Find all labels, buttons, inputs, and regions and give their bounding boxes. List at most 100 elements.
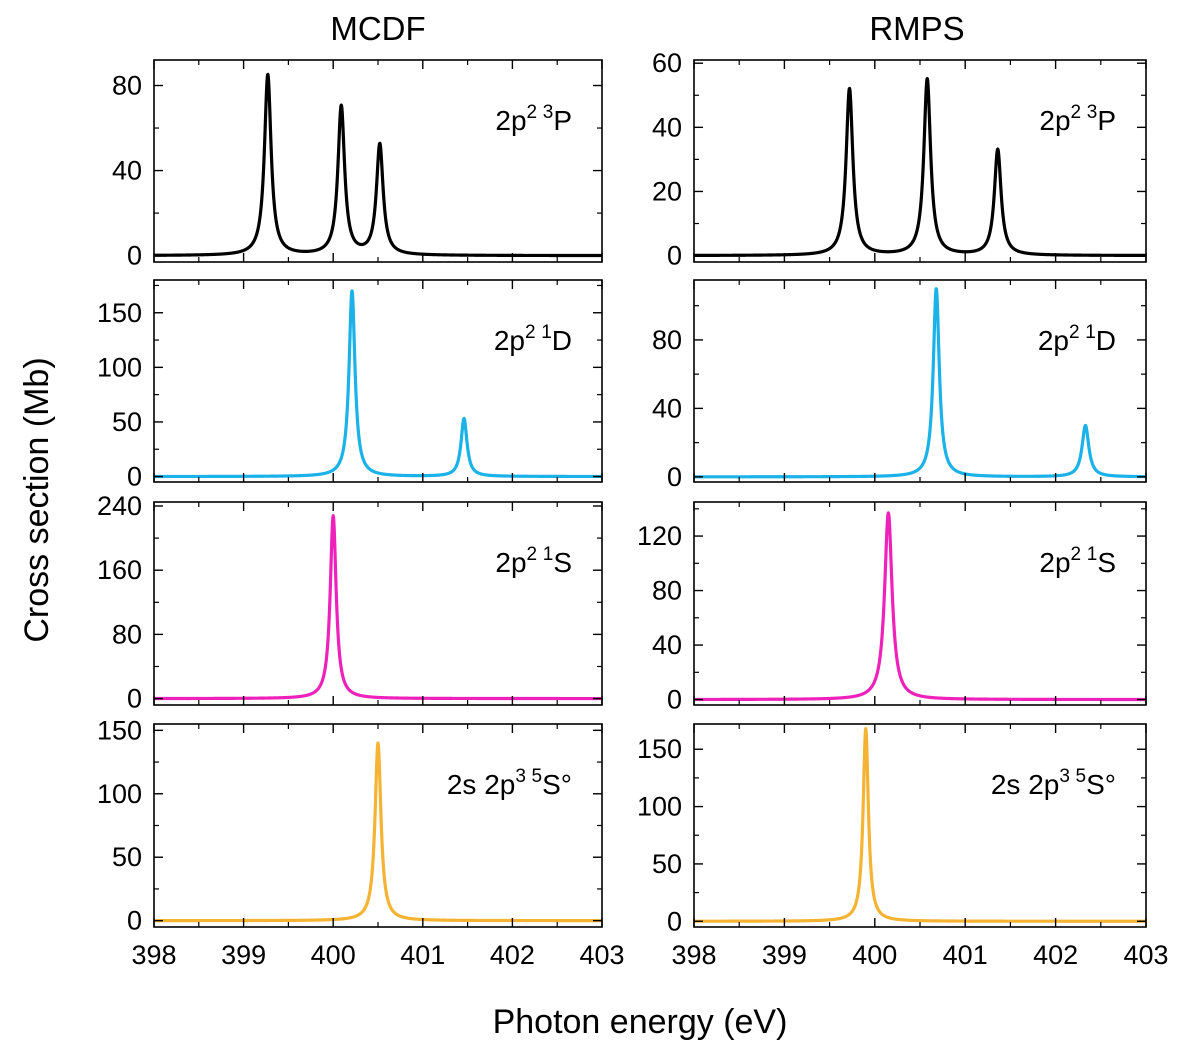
- term-label-part: 2p: [495, 105, 526, 136]
- y-tick-label: 40: [652, 630, 682, 660]
- term-label-part: 2p: [1039, 105, 1070, 136]
- term-label-part: 3: [543, 102, 554, 123]
- term-label: 2p2 1D: [1038, 322, 1116, 356]
- x-tick-label: 401: [400, 940, 445, 970]
- y-tick-label: 80: [652, 325, 682, 355]
- term-label-part: 1: [1087, 544, 1098, 565]
- term-label-part: 2: [525, 322, 536, 343]
- panel-rmps-3: 398 399 400 401 402 403 0 50 100 150 2s 2p3 5S°: [637, 723, 1169, 970]
- y-tick-label: 80: [652, 576, 682, 606]
- y-tick-label: 150: [97, 715, 142, 745]
- term-label-part: 2p: [1038, 325, 1069, 356]
- term-label: 2p2 1S: [1039, 544, 1116, 578]
- series-line: [692, 77, 1148, 258]
- term-label-part: P: [553, 105, 572, 136]
- y-tick-label: 50: [652, 849, 682, 879]
- series-line: [692, 511, 1148, 702]
- y-tick-label: 0: [667, 685, 682, 715]
- term-label-part: 3: [1059, 766, 1070, 787]
- term-label-part: 1: [541, 322, 552, 343]
- x-tick-label: 402: [490, 940, 535, 970]
- y-tick-label: 80: [112, 71, 142, 101]
- y-tick-label: 240: [97, 491, 142, 521]
- y-tick-label: 100: [97, 779, 142, 809]
- series-line: [152, 72, 604, 258]
- x-tick-label: 401: [943, 940, 988, 970]
- term-label-part: 2s 2p: [447, 769, 516, 800]
- term-label-part: 2s 2p: [991, 769, 1060, 800]
- x-tick-label: 402: [1033, 940, 1078, 970]
- plot-frame: [693, 279, 1147, 483]
- term-label: 2p2 3P: [1039, 102, 1116, 136]
- term-label-part: 3: [515, 766, 526, 787]
- panel-rmps-2: 0 40 80 120 2p2 1S: [637, 501, 1148, 715]
- panel-mcdf-3: 398 399 400 401 402 403 0 50 100 150 2s 2p3 5S°: [97, 715, 625, 970]
- y-tick-label: 40: [112, 156, 142, 186]
- series-line: [692, 726, 1148, 923]
- y-tick-label: 50: [112, 842, 142, 872]
- term-label-part: S°: [542, 769, 572, 800]
- series-line: [152, 741, 604, 923]
- y-tick-label: 0: [127, 906, 142, 936]
- term-label-part: 2: [1071, 102, 1082, 123]
- y-tick-label: 0: [127, 684, 142, 714]
- term-label-part: 2p: [1039, 547, 1070, 578]
- term-label-part: 3: [1087, 102, 1098, 123]
- series-line: [152, 514, 604, 701]
- term-label: 2p2 3P: [495, 102, 572, 136]
- y-axis-label: Cross section (Mb): [18, 357, 56, 642]
- y-tick-label: 40: [652, 112, 682, 142]
- x-axis-label: Photon energy (eV): [493, 1003, 788, 1041]
- y-tick-label: 0: [667, 462, 682, 492]
- x-tick-label: 398: [131, 940, 176, 970]
- x-tick-label: 399: [221, 940, 266, 970]
- plot-frame: [693, 59, 1147, 263]
- plot-frame: [693, 723, 1147, 928]
- y-tick-label: 50: [112, 407, 142, 437]
- term-label-part: S: [1097, 547, 1116, 578]
- term-label-part: 5: [1076, 766, 1087, 787]
- y-tick-label: 20: [652, 176, 682, 206]
- term-label-part: 5: [532, 766, 543, 787]
- y-tick-label: 120: [637, 521, 682, 551]
- term-label-part: P: [1097, 105, 1116, 136]
- x-tick-label: 399: [762, 940, 807, 970]
- x-tick-label: 403: [579, 940, 624, 970]
- term-label: 2s 2p3 5S°: [991, 766, 1116, 800]
- x-tick-label: 400: [852, 940, 897, 970]
- x-tick-label: 398: [671, 940, 716, 970]
- term-label-part: 2: [1071, 544, 1082, 565]
- term-label-part: 2: [527, 102, 538, 123]
- panel-mcdf-0: 0 40 80 2p2 3P: [112, 59, 604, 271]
- y-tick-label: 150: [637, 734, 682, 764]
- y-tick-label: 40: [652, 393, 682, 423]
- y-tick-label: 150: [97, 298, 142, 328]
- panel-rmps-0: 0 20 40 60 2p2 3P: [652, 48, 1148, 271]
- y-tick-label: 80: [112, 619, 142, 649]
- column-title-mcdf: MCDF: [330, 10, 425, 47]
- term-label-part: 2p: [495, 547, 526, 578]
- panel-rmps-1: 0 40 80 2p2 1D: [652, 279, 1148, 492]
- y-tick-label: 60: [652, 48, 682, 78]
- panel-mcdf-1: 0 50 100 150 2p2 1D: [97, 279, 604, 492]
- plot-frame: [153, 501, 603, 706]
- y-tick-label: 100: [97, 352, 142, 382]
- x-tick-label: 403: [1123, 940, 1168, 970]
- term-label-part: S°: [1086, 769, 1116, 800]
- term-label: 2p2 1D: [494, 322, 572, 356]
- y-tick-label: 0: [127, 462, 142, 492]
- term-label: 2p2 1S: [495, 544, 572, 578]
- plot-frame: [693, 501, 1147, 706]
- y-tick-label: 0: [127, 241, 142, 271]
- x-tick-label: 400: [311, 940, 356, 970]
- term-label-part: 1: [1085, 322, 1096, 343]
- term-label-part: 2: [527, 544, 538, 565]
- term-label-part: 1: [543, 544, 554, 565]
- term-label-part: S: [553, 547, 572, 578]
- y-tick-label: 160: [97, 555, 142, 585]
- term-label-part: 2p: [494, 325, 525, 356]
- term-label-part: D: [552, 325, 572, 356]
- plot-frame: [153, 279, 603, 483]
